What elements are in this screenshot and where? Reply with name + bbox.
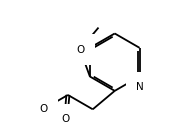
Text: O: O [62,114,70,124]
Text: O: O [39,104,47,114]
Text: N: N [136,82,144,92]
Text: O: O [76,44,84,54]
